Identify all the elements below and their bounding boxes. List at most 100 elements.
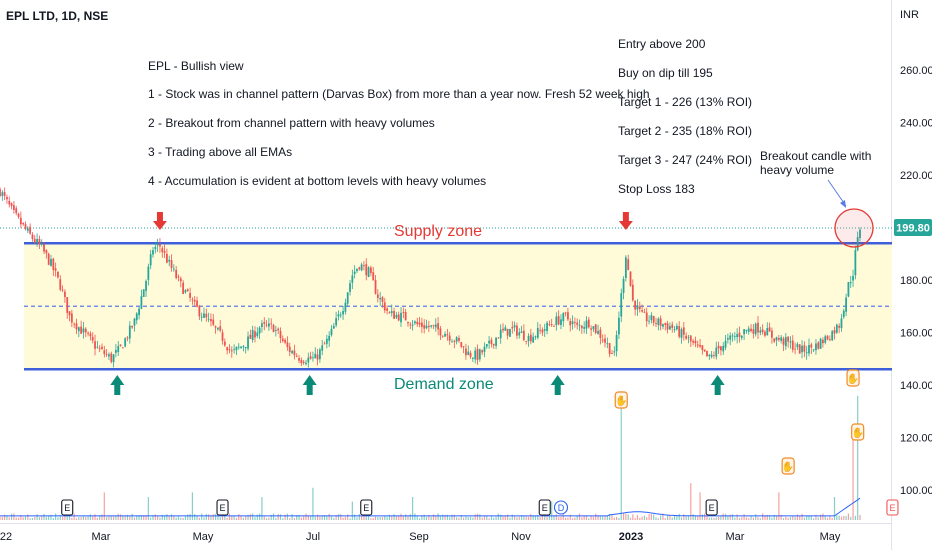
- volume-bar: [323, 514, 326, 520]
- candle: [539, 323, 542, 335]
- volume-bar: [68, 514, 71, 520]
- volume-bar: [646, 517, 648, 520]
- volume-bar: [340, 514, 342, 520]
- candle: [720, 345, 722, 356]
- candle: [527, 333, 530, 347]
- svg-text:✋: ✋: [615, 394, 627, 407]
- candle: [828, 335, 831, 342]
- volume-bar: [488, 518, 490, 520]
- candle: [161, 245, 164, 258]
- volume-bar: [789, 516, 792, 520]
- price-axis-panel[interactable]: [892, 0, 932, 550]
- volume-bar: [217, 514, 219, 520]
- volume-bar: [581, 517, 583, 520]
- price-tick-label: 100.00: [900, 485, 932, 497]
- candle: [485, 344, 488, 349]
- candle: [184, 289, 187, 294]
- thumbs-up-icon[interactable]: ✋: [851, 423, 865, 441]
- volume-bar: [690, 483, 692, 520]
- candle: [302, 359, 305, 365]
- candle: [367, 266, 370, 278]
- volume-bar: [147, 497, 149, 520]
- volume-bar: [632, 514, 634, 520]
- volume-bar: [152, 515, 154, 520]
- volume-bar: [520, 515, 523, 520]
- candle: [119, 344, 122, 347]
- volume-bar: [126, 514, 129, 520]
- candle: [782, 336, 785, 352]
- volume-bars: [0, 391, 861, 520]
- candle: [108, 352, 110, 361]
- candle: [780, 335, 783, 344]
- candle: [393, 307, 395, 319]
- volume-bar: [59, 514, 61, 520]
- volume-bar: [634, 518, 636, 520]
- candle: [281, 335, 284, 343]
- volume-bar: [704, 513, 706, 520]
- candle: [216, 327, 219, 332]
- earnings-icon[interactable]: E: [216, 499, 229, 516]
- candle: [520, 325, 523, 334]
- volume-bar: [402, 515, 404, 520]
- candle: [634, 300, 637, 316]
- volume-bar: [356, 517, 358, 520]
- symbol-title[interactable]: EPL LTD, 1D, NSE: [6, 9, 108, 23]
- time-tick-label: Sep: [409, 531, 429, 543]
- thumbs-up-icon[interactable]: ✋: [846, 369, 860, 387]
- candle: [673, 325, 676, 333]
- arrow-up-icon: [110, 375, 125, 395]
- volume-bar: [31, 517, 34, 520]
- candle: [346, 291, 349, 306]
- thumbs-up-icon[interactable]: ✋: [614, 391, 628, 409]
- candle: [33, 234, 36, 244]
- earnings-icon[interactable]: E: [538, 499, 551, 516]
- candle: [478, 348, 481, 362]
- volume-bar: [94, 514, 96, 520]
- candle: [265, 320, 268, 328]
- volume-bar: [96, 517, 98, 520]
- candle: [771, 327, 773, 344]
- candle: [138, 306, 140, 320]
- last-price-badge[interactable]: [894, 219, 932, 236]
- candle: [569, 318, 572, 332]
- candle: [203, 307, 205, 319]
- volume-bar: [653, 514, 655, 520]
- candle: [666, 320, 669, 334]
- volume-bar: [463, 517, 465, 520]
- volume-bar: [161, 514, 163, 520]
- svg-text:D: D: [558, 503, 565, 513]
- candle: [47, 252, 50, 266]
- volume-bar: [641, 516, 643, 520]
- earnings-icon[interactable]: E: [886, 499, 899, 516]
- volume-bar: [511, 514, 513, 520]
- candle: [342, 305, 344, 320]
- volume-bar: [469, 516, 472, 520]
- earnings-icon[interactable]: E: [705, 499, 718, 516]
- earnings-icon[interactable]: E: [360, 499, 373, 516]
- volume-bar: [500, 514, 502, 520]
- volume-bar: [796, 514, 799, 520]
- volume-bar: [736, 514, 738, 520]
- volume-bar: [330, 516, 333, 520]
- thumbs-up-icon[interactable]: ✋: [781, 457, 795, 475]
- volume-bar: [52, 518, 54, 520]
- volume-bar: [442, 514, 444, 520]
- volume-bar: [374, 516, 377, 520]
- earnings-icon[interactable]: E: [61, 499, 74, 516]
- candle: [124, 337, 127, 348]
- candle: [766, 322, 769, 336]
- volume-bar: [428, 515, 430, 520]
- candle: [840, 313, 843, 332]
- volume-bar: [766, 514, 768, 520]
- candle: [736, 328, 739, 344]
- candle: [764, 330, 766, 338]
- volume-bar: [669, 515, 671, 520]
- candle: [555, 312, 558, 331]
- volume-bar: [708, 517, 710, 520]
- dividend-icon[interactable]: D: [553, 500, 569, 515]
- volume-bar: [349, 518, 351, 520]
- candle: [149, 249, 152, 270]
- candle: [467, 345, 470, 356]
- volume-bar: [182, 517, 184, 520]
- volume-bar: [446, 514, 448, 520]
